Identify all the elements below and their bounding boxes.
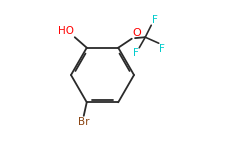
- Text: Br: Br: [78, 117, 90, 127]
- Text: F: F: [152, 15, 158, 25]
- Text: HO: HO: [58, 26, 74, 36]
- Text: O: O: [132, 28, 141, 38]
- Text: F: F: [159, 44, 165, 54]
- Text: F: F: [133, 48, 139, 58]
